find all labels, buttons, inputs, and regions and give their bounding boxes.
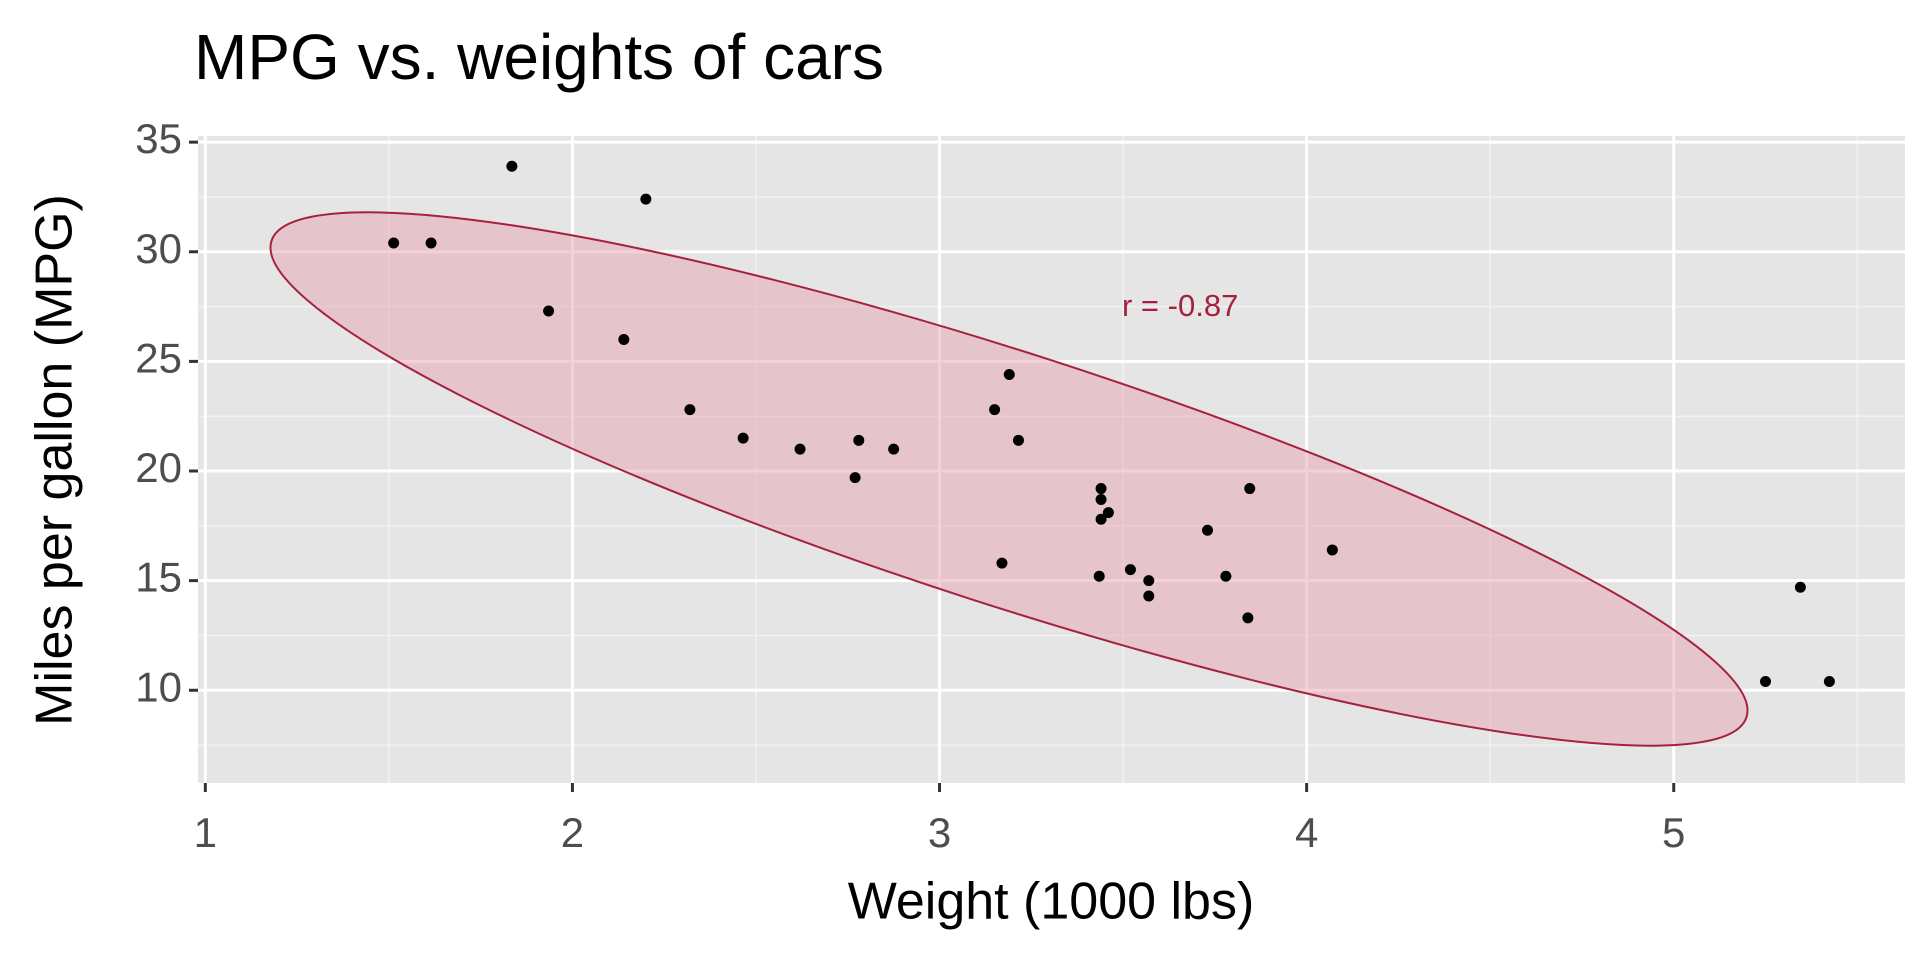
point <box>684 404 696 416</box>
point <box>506 160 518 172</box>
x-tick-label: 2 <box>561 809 584 856</box>
y-tick-label: 30 <box>135 225 182 272</box>
point <box>640 193 652 205</box>
point <box>1124 564 1136 576</box>
points <box>388 160 1835 687</box>
y-axis-title: Miles per gallon (MPG) <box>26 194 84 726</box>
point <box>1202 524 1214 536</box>
y-tick-label: 10 <box>135 663 182 710</box>
confidence-ellipse <box>269 211 1749 747</box>
y-tick-label: 15 <box>135 554 182 601</box>
x-tick-label: 1 <box>194 809 217 856</box>
point <box>1012 434 1024 446</box>
point <box>1093 570 1105 582</box>
point <box>996 557 1008 569</box>
point <box>1003 369 1015 381</box>
annotation: r = -0.87 <box>1122 288 1238 323</box>
point <box>425 237 437 249</box>
point <box>1143 590 1155 602</box>
axes: 1 2 3 4 5 10 15 20 25 30 35 <box>135 115 1685 856</box>
point <box>1242 612 1254 624</box>
point <box>543 305 555 317</box>
point <box>888 443 900 455</box>
point <box>618 333 630 345</box>
x-axis-title: Weight (1000 lbs) <box>848 873 1255 931</box>
y-tick-label: 35 <box>135 115 182 162</box>
point <box>853 434 865 446</box>
point <box>388 237 400 249</box>
point <box>737 432 749 444</box>
point <box>1220 570 1232 582</box>
point <box>1244 483 1256 495</box>
point <box>1102 507 1114 519</box>
x-tick-label: 5 <box>1662 809 1685 856</box>
point <box>1095 483 1107 495</box>
y-tick-label: 25 <box>135 334 182 381</box>
point <box>1095 494 1107 506</box>
point <box>794 443 806 455</box>
x-tick-label: 4 <box>1295 809 1318 856</box>
y-tick-label: 20 <box>135 444 182 491</box>
point <box>1823 675 1835 687</box>
point <box>1326 544 1338 556</box>
point <box>849 472 861 484</box>
chart-title: MPG vs. weights of cars <box>194 21 884 93</box>
point <box>1794 581 1806 593</box>
point <box>1143 575 1155 587</box>
point <box>989 404 1001 416</box>
point <box>1760 675 1772 687</box>
point <box>1095 513 1107 525</box>
x-tick-label: 3 <box>928 809 951 856</box>
